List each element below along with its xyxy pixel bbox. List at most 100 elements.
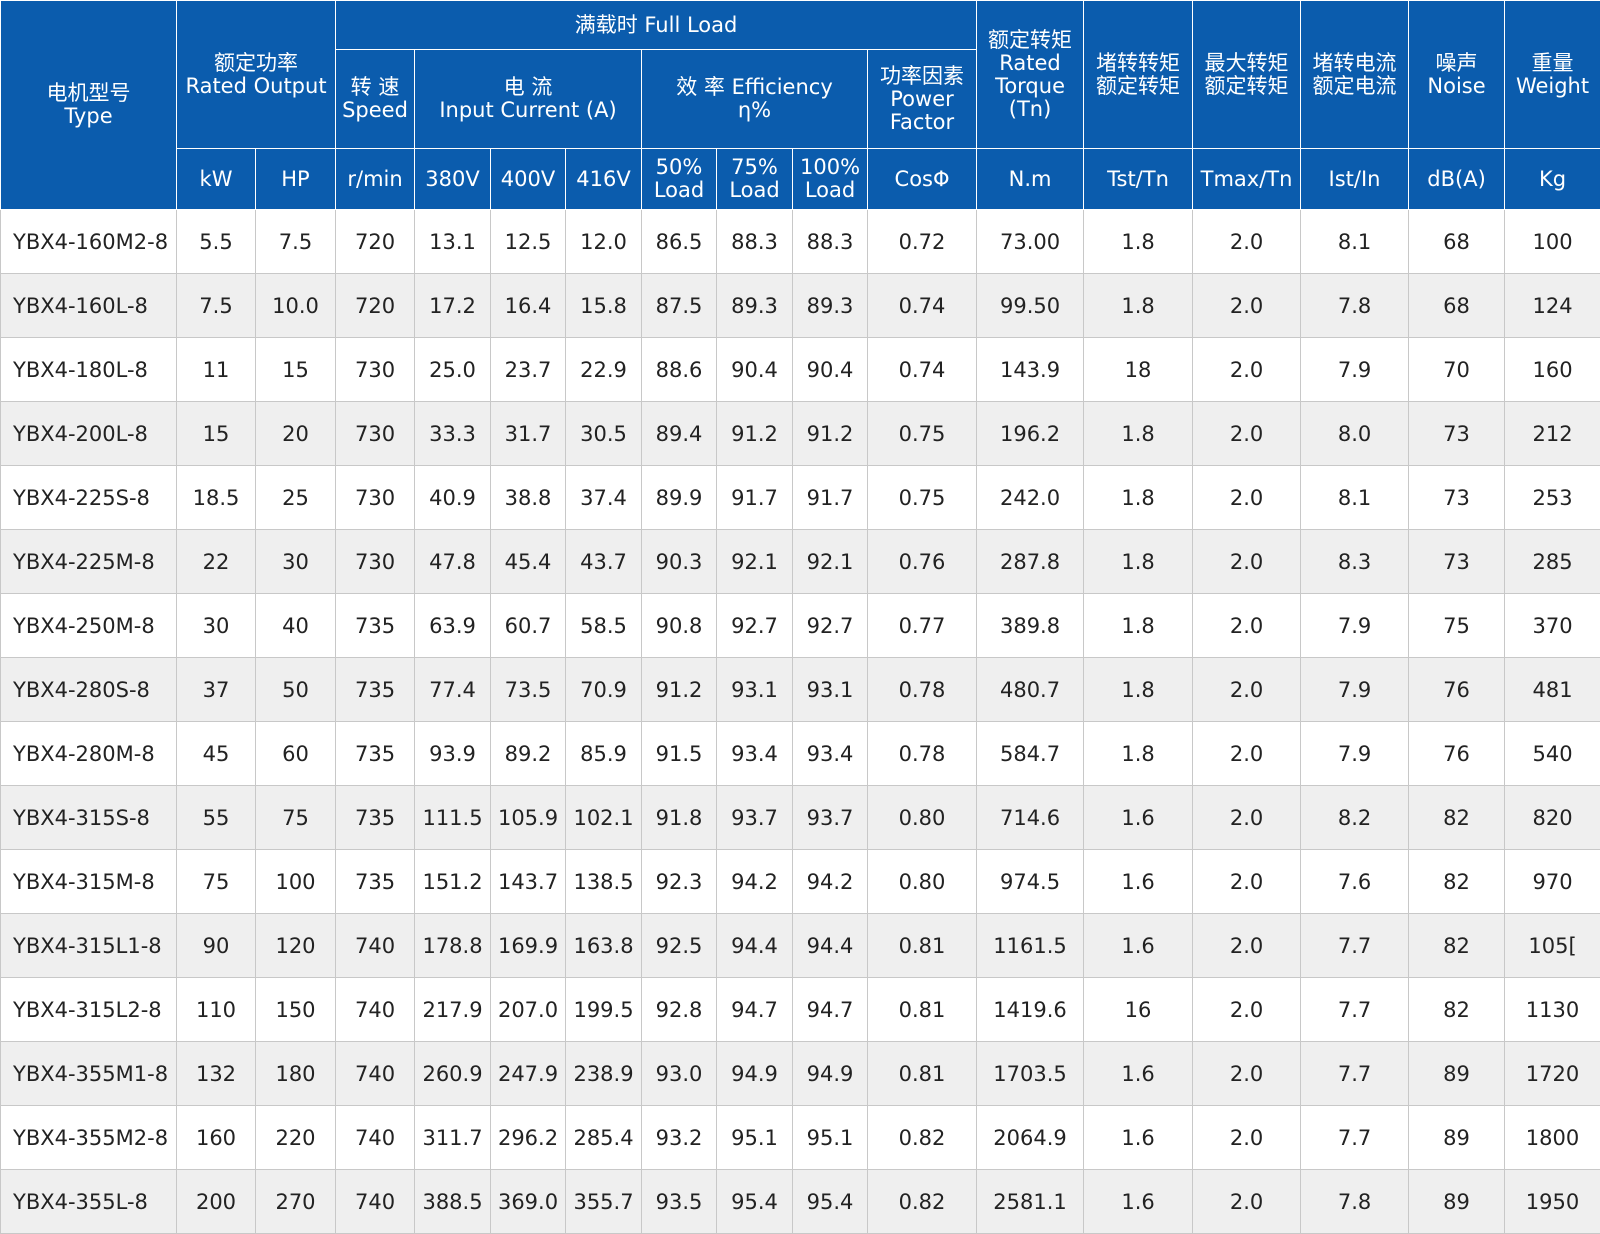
header-text: Load <box>653 178 705 202</box>
cell: 0.78 <box>867 721 978 786</box>
cell: 22.9 <box>565 337 643 402</box>
cell: 92.8 <box>641 977 718 1042</box>
cell: 0.80 <box>867 785 978 850</box>
cell: 88.6 <box>641 337 718 402</box>
cell: 714.6 <box>976 785 1085 850</box>
cell: 55 <box>176 785 256 850</box>
cell: 102.1 <box>565 785 643 850</box>
cell: 1.6 <box>1083 849 1194 914</box>
cell: 388.5 <box>414 1169 492 1234</box>
cell: 2.0 <box>1192 209 1302 274</box>
cell: 5.5 <box>176 209 256 274</box>
cell: 2.0 <box>1192 785 1302 850</box>
cell: 94.2 <box>792 849 869 914</box>
header-text: 额定电流 <box>1312 73 1397 98</box>
cell: 0.74 <box>867 273 978 338</box>
cell: 285 <box>1504 529 1600 594</box>
cell: 2.0 <box>1192 1105 1302 1170</box>
model-cell: YBX4-225M-8 <box>0 529 177 594</box>
cell: 7.8 <box>1300 273 1410 338</box>
cell: 151.2 <box>414 849 492 914</box>
header-cell: N.m <box>976 148 1085 210</box>
cell: 105.9 <box>490 785 567 850</box>
cell: 242.0 <box>976 465 1085 530</box>
cell: 143.7 <box>490 849 567 914</box>
header-text: Load <box>729 178 780 202</box>
cell: 7.7 <box>1300 1041 1410 1106</box>
cell: 7.9 <box>1300 337 1410 402</box>
table-row: YBX4-280M-8 45 60 735 93.9 89.2 85.9 91.5 93.4 93… <box>0 721 1600 786</box>
header-cell: 功率因素 Power Factor <box>867 49 978 149</box>
cell: 94.4 <box>792 913 869 978</box>
cell: 95.1 <box>792 1105 869 1170</box>
cell: 1.8 <box>1083 465 1194 530</box>
cell: 2.0 <box>1192 913 1302 978</box>
cell: 178.8 <box>414 913 492 978</box>
cell: 270 <box>254 1169 337 1234</box>
cell: 150 <box>254 977 337 1042</box>
cell: 18 <box>1083 337 1194 402</box>
header-cell: 最大转矩 额定转矩 <box>1192 0 1302 149</box>
cell: 92.3 <box>641 849 718 914</box>
cell: 82 <box>1408 913 1506 978</box>
header-text: dB(A) <box>1427 166 1486 191</box>
cell: 76 <box>1408 657 1506 722</box>
header-text: 额定转矩 <box>1204 73 1289 98</box>
cell: 16.4 <box>490 273 567 338</box>
cell: 7.5 <box>254 209 337 274</box>
header-text: Rated <box>999 50 1061 75</box>
cell: 45 <box>176 721 256 786</box>
header-cell: 380V <box>414 148 492 210</box>
header-text: 功率因素 <box>880 63 965 88</box>
cell: 15.8 <box>565 273 643 338</box>
header-cell: dB(A) <box>1408 148 1506 210</box>
cell: 970 <box>1504 849 1600 914</box>
cell: 88.3 <box>716 209 794 274</box>
header-text: Factor <box>889 109 955 134</box>
header-text: 400V <box>500 166 556 191</box>
header-cell: 75% Load <box>716 148 794 210</box>
cell: 132 <box>176 1041 256 1106</box>
header-text: 电 流 <box>503 75 553 99</box>
header-text: 满载时 Full Load <box>574 12 738 37</box>
model-cell: YBX4-225S-8 <box>0 465 177 530</box>
cell: 2.0 <box>1192 721 1302 786</box>
cell: 160 <box>1504 337 1600 402</box>
cell: 25 <box>254 465 337 530</box>
cell: 89.2 <box>490 721 567 786</box>
cell: 93.4 <box>716 721 794 786</box>
header-cell: 效 率 Efficiency η% <box>641 49 869 149</box>
cell: 720 <box>335 209 416 274</box>
cell: 10.0 <box>254 273 337 338</box>
cell: 90.4 <box>792 337 869 402</box>
cell: 70 <box>1408 337 1506 402</box>
cell: 480.7 <box>976 657 1085 722</box>
table-row: YBX4-355L-8 200 270 740 388.5 369.0 355.7 93.5 9… <box>0 1169 1600 1234</box>
cell: 22 <box>176 529 256 594</box>
model-cell: YBX4-280M-8 <box>0 721 177 786</box>
header-text: 额定转矩 <box>988 27 1073 52</box>
cell: 89.3 <box>716 273 794 338</box>
cell: 389.8 <box>976 593 1085 658</box>
cell: 1130 <box>1504 977 1600 1042</box>
cell: 92.7 <box>792 593 869 658</box>
cell: 15 <box>254 337 337 402</box>
cell: 1703.5 <box>976 1041 1085 1106</box>
cell: 12.0 <box>565 209 643 274</box>
header-text: kW <box>199 166 233 191</box>
cell: 1.8 <box>1083 401 1194 466</box>
cell: 974.5 <box>976 849 1085 914</box>
cell: 93.0 <box>641 1041 718 1106</box>
header-cell: Tst/Tn <box>1083 148 1194 210</box>
cell: 1800 <box>1504 1105 1600 1170</box>
cell: 75 <box>254 785 337 850</box>
model-cell: YBX4-160M2-8 <box>0 209 177 274</box>
header-text: 堵转转矩 <box>1096 50 1181 75</box>
cell: 20 <box>254 401 337 466</box>
cell: 82 <box>1408 785 1506 850</box>
cell: 105[ <box>1504 913 1600 978</box>
header-text: η% <box>737 98 772 122</box>
header-text: Weight <box>1515 73 1590 98</box>
cell: 8.0 <box>1300 401 1410 466</box>
cell: 58.5 <box>565 593 643 658</box>
